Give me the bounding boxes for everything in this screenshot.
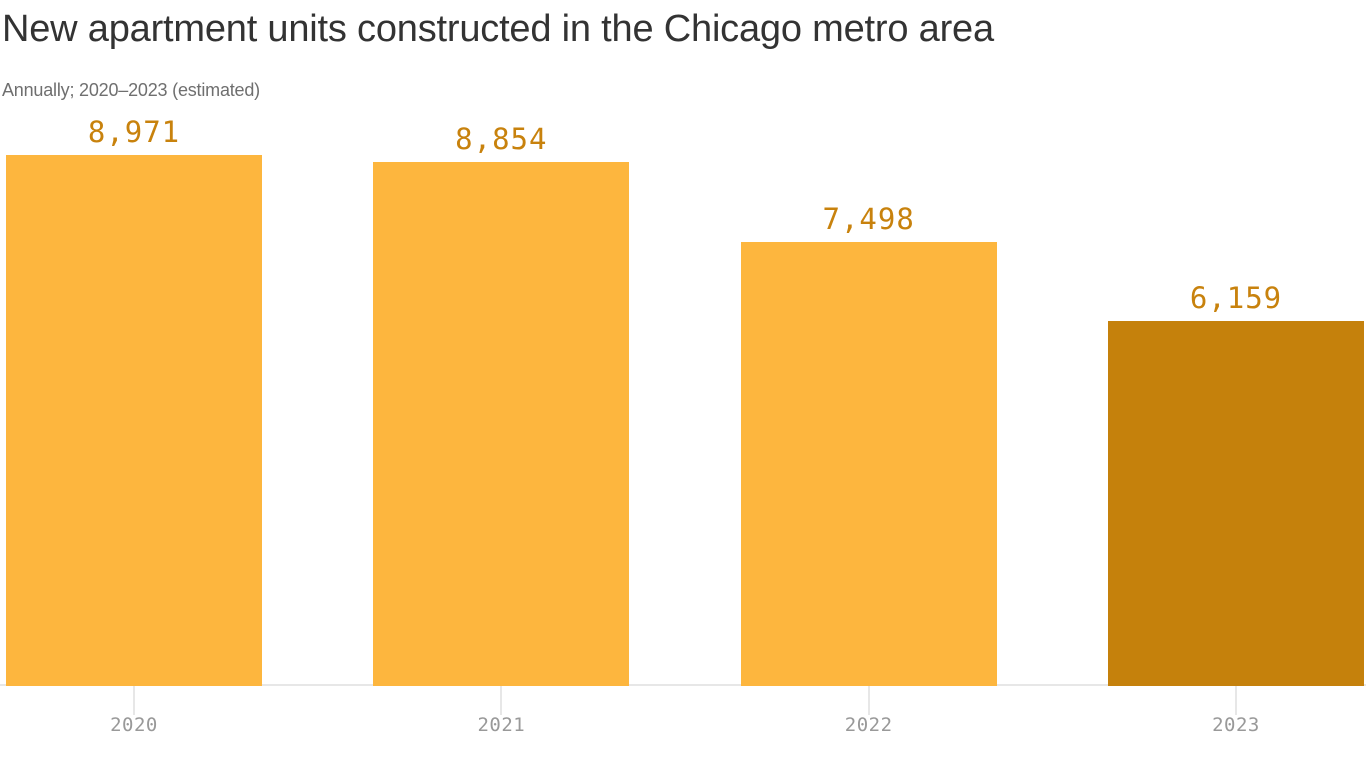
- bar-2021: [373, 162, 630, 686]
- x-axis-label-2022: 2022: [844, 714, 893, 736]
- x-axis-line: [0, 684, 1366, 686]
- page-title: New apartment units constructed in the C…: [2, 8, 994, 50]
- value-label-2020: 8,971: [87, 115, 181, 149]
- x-axis-tick-2022: [867, 686, 870, 715]
- value-label-2021: 8,854: [455, 122, 548, 156]
- x-axis-label-2021: 2021: [477, 714, 526, 736]
- bar-2020: [6, 155, 262, 686]
- x-axis-tick-2023: [1234, 686, 1237, 715]
- value-label-2023: 6,159: [1189, 281, 1283, 315]
- value-label-2022: 7,498: [822, 202, 915, 236]
- x-axis-label-2023: 2023: [1212, 714, 1260, 736]
- x-axis-tick-2021: [500, 686, 503, 715]
- bar-2023: [1107, 321, 1364, 686]
- chart-subtitle: Annually; 2020–2023 (estimated): [2, 80, 260, 100]
- x-axis-tick-2020: [133, 686, 135, 715]
- bar-2022: [740, 242, 997, 686]
- x-axis-label-2020: 2020: [110, 714, 158, 736]
